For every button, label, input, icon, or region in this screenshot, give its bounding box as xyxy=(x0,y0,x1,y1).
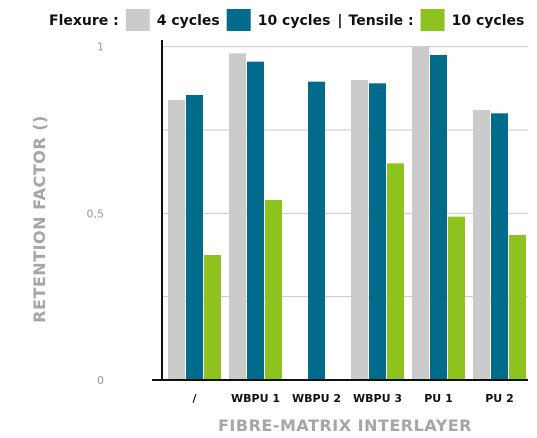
bar xyxy=(473,110,490,380)
x-category-label: / xyxy=(192,392,197,405)
legend-swatch xyxy=(226,9,251,31)
legend-swatch xyxy=(125,9,150,31)
bar xyxy=(247,61,264,381)
legend-entry-label: 10 cycles xyxy=(452,13,525,29)
legend-group-label: Tensile : xyxy=(349,13,414,29)
bar xyxy=(509,235,526,380)
bar xyxy=(168,100,185,380)
bar xyxy=(308,81,325,381)
axes xyxy=(152,40,528,381)
bar xyxy=(265,200,282,380)
bar xyxy=(412,46,429,381)
bar xyxy=(229,53,246,380)
legend: Flexure : 4 cycles 10 cycles | Tensile : 10 c… xyxy=(49,9,524,31)
bar xyxy=(204,255,221,380)
legend-entry-label: 4 cycles xyxy=(157,13,220,29)
y-tick-label: 0 xyxy=(97,374,104,387)
bars xyxy=(168,46,526,381)
bar xyxy=(430,55,447,380)
grid xyxy=(162,46,528,298)
bar xyxy=(369,83,386,380)
bar xyxy=(186,95,203,380)
x-category-label: WBPU 3 xyxy=(353,392,402,405)
x-category-label: PU 1 xyxy=(424,392,452,405)
x-axis-title: FIBRE-MATRIX INTERLAYER xyxy=(218,416,472,435)
x-category-label: PU 2 xyxy=(485,392,513,405)
y-ticks: 00,51 xyxy=(87,41,105,387)
y-axis-title: RETENTION FACTOR () xyxy=(30,115,49,323)
y-tick-label: 0,5 xyxy=(87,207,105,220)
bar xyxy=(387,163,404,380)
bar xyxy=(351,80,368,380)
legend-group-label: Flexure : xyxy=(49,13,119,29)
x-category-label: WBPU 2 xyxy=(292,392,341,405)
bar xyxy=(491,113,508,380)
bar xyxy=(448,216,465,380)
x-categories: / WBPU 1 WBPU 2 WBPU 3 PU 1 PU 2 xyxy=(192,392,513,405)
y-tick-label: 1 xyxy=(97,41,104,54)
legend-separator: | xyxy=(337,13,342,29)
x-category-label: WBPU 1 xyxy=(231,392,280,405)
legend-swatch xyxy=(420,9,445,31)
legend-entry-label: 10 cycles xyxy=(258,13,331,29)
